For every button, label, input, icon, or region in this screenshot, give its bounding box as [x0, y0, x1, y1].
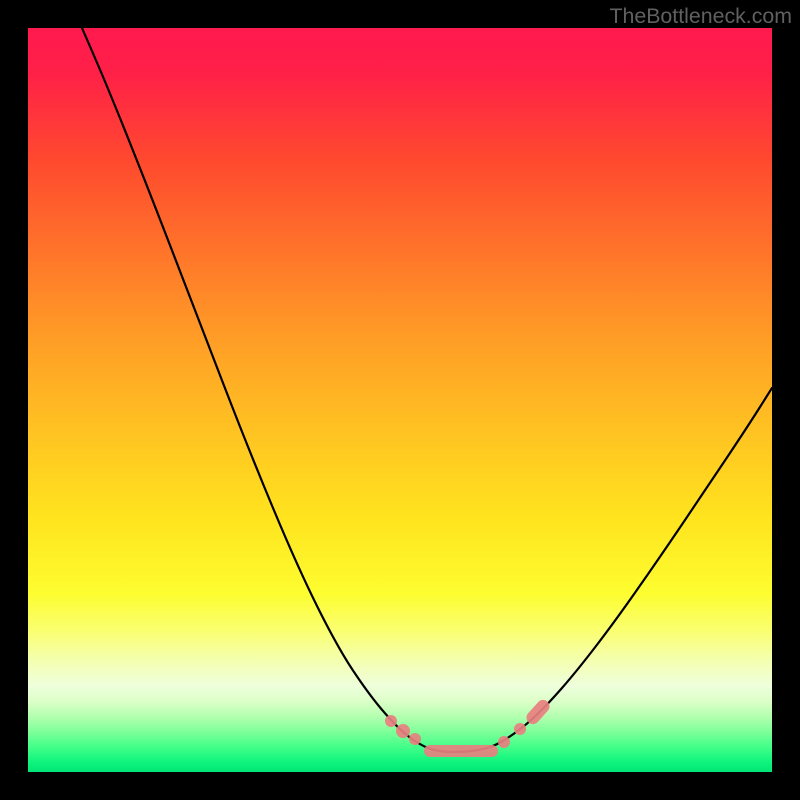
bottleneck-curve — [82, 28, 772, 752]
chart-frame: TheBottleneck.com — [0, 0, 800, 800]
plot-area — [28, 28, 772, 772]
curve-marker — [396, 724, 410, 738]
curve-marker — [514, 723, 526, 735]
curve-marker — [498, 736, 510, 748]
curve-markers — [385, 697, 552, 757]
curve-marker — [385, 715, 397, 727]
watermark-text: TheBottleneck.com — [609, 4, 792, 29]
curve-layer — [28, 28, 772, 772]
curve-marker — [409, 733, 421, 745]
curve-marker — [424, 745, 498, 757]
